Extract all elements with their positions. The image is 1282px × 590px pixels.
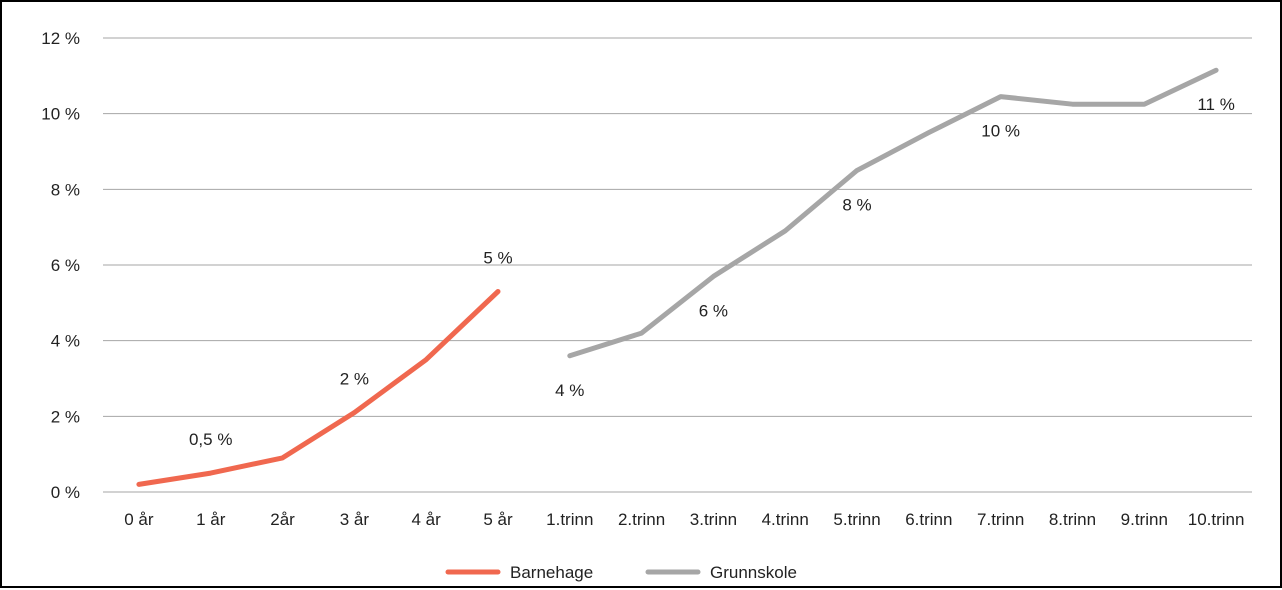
x-tick-label: 10.trinn [1188, 510, 1245, 529]
x-tick-label: 3.trinn [690, 510, 737, 529]
legend: Barnehage Grunnskole [445, 563, 797, 582]
legend-item-grunnskole: Grunnskole [645, 563, 797, 582]
y-tick-label: 0 % [51, 483, 80, 502]
data-label: 4 % [555, 381, 584, 400]
legend-label: Grunnskole [710, 563, 797, 582]
data-label: 5 % [483, 248, 512, 267]
y-tick-label: 10 % [41, 105, 80, 124]
y-tick-label: 4 % [51, 332, 80, 351]
data-label: 2 % [340, 370, 369, 389]
y-tick-label: 6 % [51, 256, 80, 275]
series-lines [136, 67, 1219, 487]
x-tick-label: 5.trinn [833, 510, 880, 529]
x-tick-label: 1 år [196, 510, 226, 529]
x-tick-label: 8.trinn [1049, 510, 1096, 529]
x-tick-label: 2år [270, 510, 295, 529]
series-line-barnehage [136, 289, 501, 487]
legend-label: Barnehage [510, 563, 593, 582]
y-axis-ticks: 0 % 2 % 4 % 6 % 8 % 10 % 12 % [41, 29, 80, 502]
x-tick-label: 6.trinn [905, 510, 952, 529]
y-tick-label: 2 % [51, 407, 80, 426]
x-tick-label: 0 år [124, 510, 154, 529]
x-tick-label: 4.trinn [762, 510, 809, 529]
gridlines [103, 37, 1252, 493]
series-line-grunnskole [567, 67, 1219, 359]
data-label: 10 % [981, 122, 1020, 141]
legend-item-barnehage: Barnehage [445, 563, 593, 582]
x-tick-label: 4 år [412, 510, 442, 529]
x-tick-label: 1.trinn [546, 510, 593, 529]
x-axis-ticks: 0 år 1 år 2år 3 år 4 år 5 år 1.trinn 2.trinn 3.t… [124, 510, 1244, 529]
y-tick-label: 12 % [41, 29, 80, 48]
x-tick-label: 7.trinn [977, 510, 1024, 529]
x-tick-label: 3 år [340, 510, 370, 529]
data-labels: 0,5 % 2 % 5 % 4 % 6 % 8 % 10 % 11 % [189, 95, 1235, 449]
x-tick-label: 2.trinn [618, 510, 665, 529]
x-tick-label: 5 år [483, 510, 513, 529]
x-tick-label: 9.trinn [1121, 510, 1168, 529]
data-label: 8 % [842, 195, 871, 214]
data-label: 6 % [699, 301, 728, 320]
y-tick-label: 8 % [51, 180, 80, 199]
data-label: 11 % [1197, 95, 1235, 114]
data-label: 0,5 % [189, 430, 232, 449]
